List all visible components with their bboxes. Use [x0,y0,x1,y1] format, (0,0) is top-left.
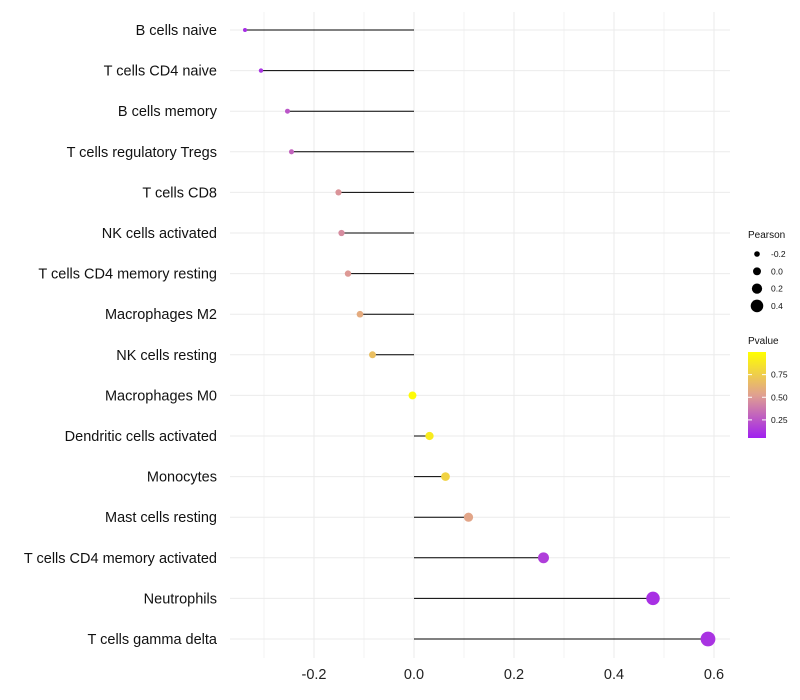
color-legend-label-1: 0.50 [771,392,788,402]
size-legend-label-1: 0.0 [771,266,783,276]
point-8 [369,351,376,359]
size-legend-dot-2 [751,283,763,294]
category-label-1: T cells CD4 naive [104,64,217,80]
category-label-2: B cells memory [118,104,218,120]
point-0 [242,27,248,33]
category-labels: B cells naive T cells CD4 naive B cells me… [24,23,218,648]
x-tick-label-3: 0.4 [604,667,624,683]
point-2 [284,108,291,114]
size-legend-dot-0 [754,251,760,257]
x-tick-label-0: -0.2 [302,667,327,683]
color-legend-title: Pvalue [748,336,779,347]
point-14 [646,591,660,606]
point-10 [425,431,434,441]
stems [245,29,708,640]
x-tick-label-1: 0.0 [404,667,424,683]
category-label-8: NK cells resting [116,348,217,364]
point-9 [408,391,417,400]
color-legend-label-2: 0.75 [771,370,788,380]
x-axis-ticks: -0.2 0.0 0.2 0.4 0.6 [302,667,725,683]
category-label-10: Dendritic cells activated [65,429,217,445]
category-label-7: Macrophages M2 [105,307,217,323]
x-tick-label-4: 0.6 [704,667,724,683]
color-legend-label-0: 0.25 [771,415,788,425]
size-legend-label-3: 0.4 [771,301,783,311]
point-12 [463,512,474,522]
category-label-9: Macrophages M0 [105,388,217,404]
x-tick-label-2: 0.2 [504,667,524,683]
category-label-4: T cells CD8 [142,185,217,201]
size-legend: Pearson -0.2 0.0 0.2 0.4 [748,230,786,313]
size-legend-label-2: 0.2 [771,284,783,294]
gridlines [230,12,730,658]
point-13 [538,552,549,564]
category-label-15: T cells gamma delta [88,632,218,648]
point-3 [288,149,295,155]
point-5 [338,229,345,237]
point-15 [700,631,716,647]
point-11 [441,472,450,481]
color-legend-bar [748,352,766,438]
category-label-6: T cells CD4 memory resting [38,267,217,283]
category-label-14: Neutrophils [144,591,217,607]
points [242,27,716,647]
size-legend-title: Pearson [748,230,785,241]
size-legend-dot-1 [753,267,761,276]
size-legend-dot-3 [750,299,764,313]
color-legend: Pvalue 0.25 0.50 0.75 [748,336,788,438]
category-label-12: Mast cells resting [105,510,217,526]
point-6 [344,270,352,277]
category-label-3: T cells regulatory Tregs [67,145,217,161]
point-1 [258,68,264,73]
category-label-11: Monocytes [147,470,217,486]
category-label-5: NK cells activated [102,226,217,242]
category-label-13: T cells CD4 memory activated [24,551,217,567]
point-4 [335,189,342,196]
category-label-0: B cells naive [136,23,217,39]
point-7 [356,310,364,318]
size-legend-label-0: -0.2 [771,249,786,259]
